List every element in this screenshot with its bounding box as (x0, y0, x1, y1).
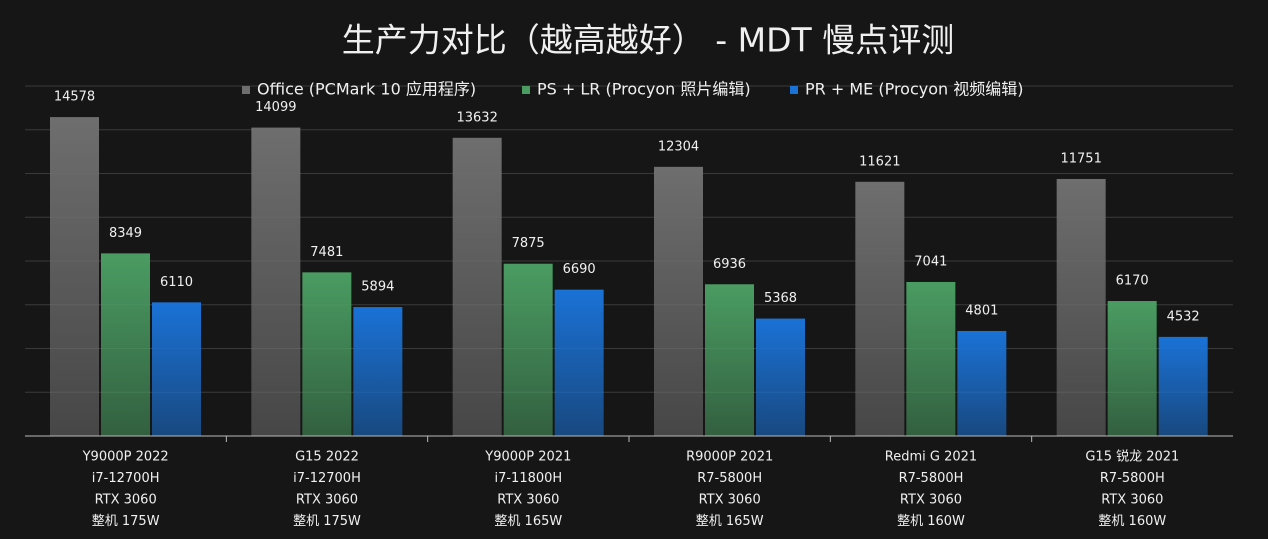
value-label: 4532 (1167, 309, 1200, 324)
x-tick-label: RTX 3060 (497, 493, 559, 508)
bar (957, 330, 1007, 436)
x-tick-label: RTX 3060 (699, 493, 761, 508)
bar (503, 263, 553, 436)
bar (654, 166, 703, 436)
value-label: 5368 (764, 291, 797, 306)
value-label: 6110 (160, 275, 193, 290)
x-tick-label: G15 锐龙 2021 (1085, 450, 1179, 465)
x-tick-label: RTX 3060 (1101, 493, 1163, 508)
value-label: 6936 (713, 257, 746, 272)
bar (1056, 178, 1106, 436)
value-label: 14099 (255, 100, 296, 115)
x-tick-label: 整机 165W (494, 514, 562, 529)
value-label: 7875 (512, 236, 545, 251)
bar (554, 289, 604, 436)
x-tick-label: Redmi G 2021 (885, 450, 977, 465)
x-tick-label: RTX 3060 (95, 493, 157, 508)
value-label: 11621 (859, 154, 900, 169)
legend-label: PS + LR (Procyon 照片编辑) (537, 80, 751, 99)
x-tick-label: 整机 165W (696, 514, 764, 529)
x-tick-label: i7-12700H (293, 471, 361, 486)
x-tick-label: R9000P 2021 (686, 450, 773, 465)
bar (705, 284, 754, 436)
bar (452, 137, 502, 437)
x-tick-label: G15 2022 (295, 450, 359, 465)
bar (251, 127, 301, 436)
bar (756, 318, 805, 436)
legend-swatch (522, 86, 530, 94)
x-tick-label: R7-5800H (697, 471, 762, 486)
legend-swatch (242, 86, 250, 94)
bar (50, 117, 99, 436)
x-tick-label: 整机 175W (293, 514, 361, 529)
x-tick-label: 整机 160W (897, 514, 965, 529)
x-tick-label: i7-12700H (92, 471, 160, 486)
legend-label: PR + ME (Procyon 视频编辑) (805, 80, 1024, 99)
value-label: 7041 (914, 254, 947, 269)
x-tick-label: i7-11800H (494, 471, 562, 486)
x-tick-label: R7-5800H (899, 471, 964, 486)
value-label: 4801 (965, 303, 998, 318)
value-label: 7481 (310, 245, 343, 260)
value-label: 8349 (109, 226, 142, 241)
bar (152, 302, 201, 436)
x-tick-label: Y9000P 2022 (82, 450, 169, 465)
x-tick-label: R7-5800H (1100, 471, 1165, 486)
value-label: 11751 (1060, 151, 1101, 166)
value-label: 12304 (658, 139, 699, 154)
value-label: 14578 (54, 90, 95, 105)
x-tick-label: 整机 160W (1098, 514, 1166, 529)
x-tick-label: 整机 175W (92, 514, 160, 529)
bar (1107, 301, 1157, 436)
x-tick-label: Y9000P 2021 (484, 450, 571, 465)
x-tick-label: RTX 3060 (900, 493, 962, 508)
chart-title: 生产力对比（越高越好） - MDT 慢点评测 (342, 21, 954, 60)
legend-label: Office (PCMark 10 应用程序) (257, 80, 476, 99)
legend-swatch (790, 86, 798, 94)
value-label: 6690 (563, 262, 596, 277)
bar (101, 253, 150, 436)
bar (353, 307, 403, 436)
value-label: 6170 (1116, 274, 1149, 289)
bar (302, 272, 352, 436)
bar (855, 181, 905, 436)
value-label: 5894 (361, 280, 394, 295)
x-tick-label: RTX 3060 (296, 493, 358, 508)
bar (1158, 336, 1208, 436)
bar (906, 281, 956, 436)
value-label: 13632 (456, 110, 497, 125)
